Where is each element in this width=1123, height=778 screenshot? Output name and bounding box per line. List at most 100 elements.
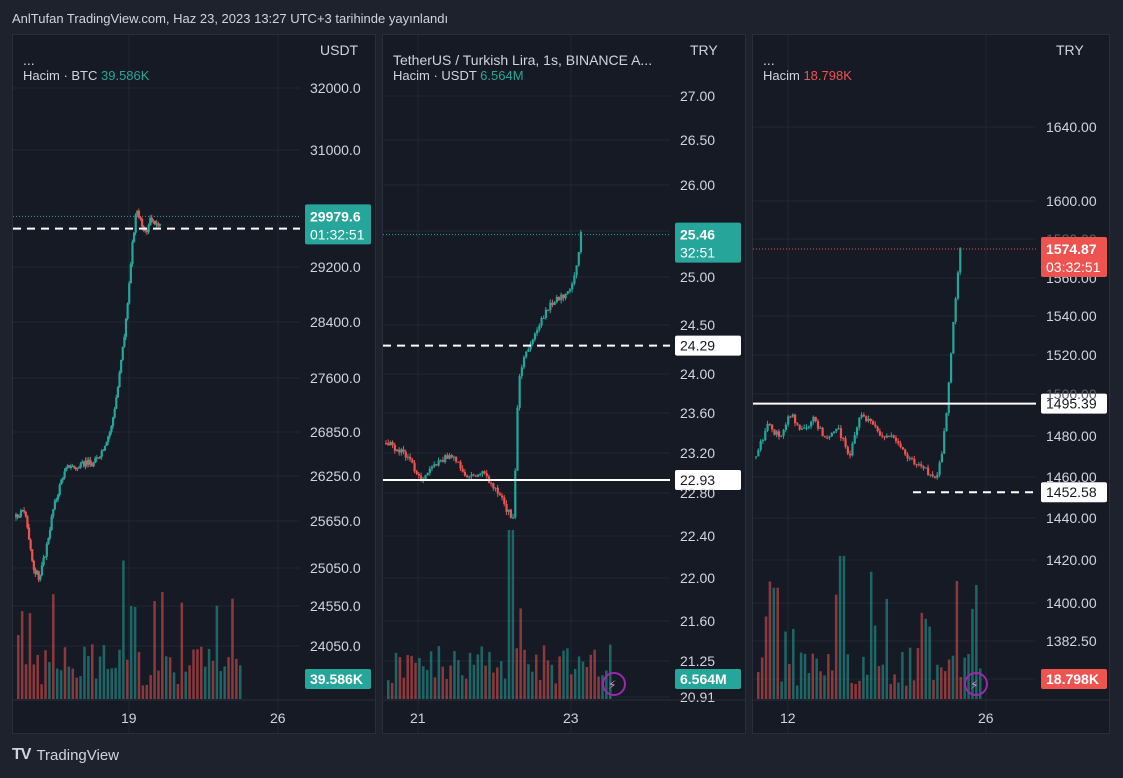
candle-body [400,449,403,453]
price-timer: 01:32:51 [310,226,365,242]
candle-body [53,500,56,510]
candle-body [844,438,847,447]
price-timer: 03:32:51 [1046,259,1101,275]
volume-bar [239,665,242,699]
chart-svg-usdttry[interactable]: TetherUS / Turkish Lira, 1s, BINANCE A..… [383,35,746,734]
level-label: 1495.39 [1046,396,1097,412]
candle-body [455,456,458,462]
candle-body [124,318,128,337]
candle-body [865,416,868,422]
candle-body [76,468,79,470]
candle-body [915,464,918,466]
candle-body [71,465,74,468]
candle-body [391,442,394,445]
volume-bar [873,625,877,699]
volume-bar [799,652,803,699]
volume-bar [772,587,776,699]
volume-bar [55,668,59,699]
candle-body [516,407,519,471]
candle-body [759,440,762,450]
candle-body [158,224,162,226]
price-label: 1574.87 [1046,241,1097,257]
tradingview-footer[interactable]: TV TradingView [12,746,119,764]
candle-body [139,216,142,219]
candle-body [908,458,911,460]
candle-body [389,442,392,446]
candle-body [39,575,42,580]
candle-body [913,458,916,465]
candle-body [943,431,946,454]
y-tick-label: 25650.0 [310,513,361,529]
candle-body [522,357,526,368]
candle-body [547,309,550,311]
x-tick-label: 26 [978,710,994,726]
candle-body [60,479,63,485]
candle-body [23,510,26,512]
candle-body [883,436,886,438]
chart-panel-usdttry[interactable]: TetherUS / Turkish Lira, 1s, BINANCE A..… [382,34,746,734]
volume-bar [788,664,791,699]
volume-bar [815,658,818,699]
volume-legend-value: 18.798K [803,68,852,83]
candle-body [849,453,852,456]
chart-panel-btc[interactable]: ...Hacim · BTC 39.586KUSDT29790.932000.0… [12,34,376,734]
volume-bar [834,594,838,699]
volume-bar [515,648,519,699]
candle-body [441,460,445,462]
volume-bar [784,631,787,699]
y-tick-label: 32000.0 [310,80,361,96]
candle-body [954,298,957,322]
x-tick-label: 23 [563,710,579,726]
candle-body [814,416,817,422]
candle-body [577,252,580,266]
candle-body [881,435,884,437]
volume-bar [893,674,896,699]
chart-svg-btc[interactable]: ...Hacim · BTC 39.586KUSDT29790.932000.0… [13,35,376,734]
volume-bar [141,685,145,699]
candle-body [575,265,578,276]
volume-bar [184,671,187,699]
volume-bar [231,598,234,699]
candle-body [564,293,567,299]
volume-bar [437,646,441,699]
candle-body [897,441,900,444]
lightning-glyph: ⚡ [970,678,978,692]
volume-bar [176,684,180,699]
volume-bar [975,584,978,699]
candle-body [533,333,537,340]
candle-body [796,423,799,425]
candle-body [144,229,147,232]
volume-bar [963,657,966,699]
volume-bar [499,661,503,699]
candle-body [123,336,126,347]
volume-bar [581,661,585,699]
volume-bar [527,664,530,699]
candle-body [128,283,131,304]
candle-body [395,449,399,451]
candle-body [571,283,574,290]
volume-bar [905,685,908,699]
volume-bar [161,592,164,699]
candle-body [94,458,97,463]
volume-bar [940,667,943,699]
candle-body [757,449,760,457]
chart-svg-try[interactable]: ...Hacim 18.798K TRY 1495.39 1452.58 1640.00… [753,35,1110,734]
volume-bar [488,652,491,699]
volume-bar [28,613,32,699]
candle-body [439,460,442,462]
candle-body [888,435,891,437]
volume-bar [850,682,853,699]
candle-body [544,309,548,318]
candle-body [853,435,856,444]
candle-body [417,474,421,476]
volume-bar [869,571,873,699]
y-tick-label: 22.80 [680,485,715,501]
candle-body [755,456,758,458]
volume-bar [414,662,417,699]
volume-bar [573,668,577,699]
volume-bar [585,666,589,699]
candle-body [461,468,464,472]
candle-body [494,487,497,489]
chart-panel-try[interactable]: ... Hacim 18.798K TRY 1495.39 1452.58 1640.00… [752,34,1110,734]
candle-body [483,471,486,474]
